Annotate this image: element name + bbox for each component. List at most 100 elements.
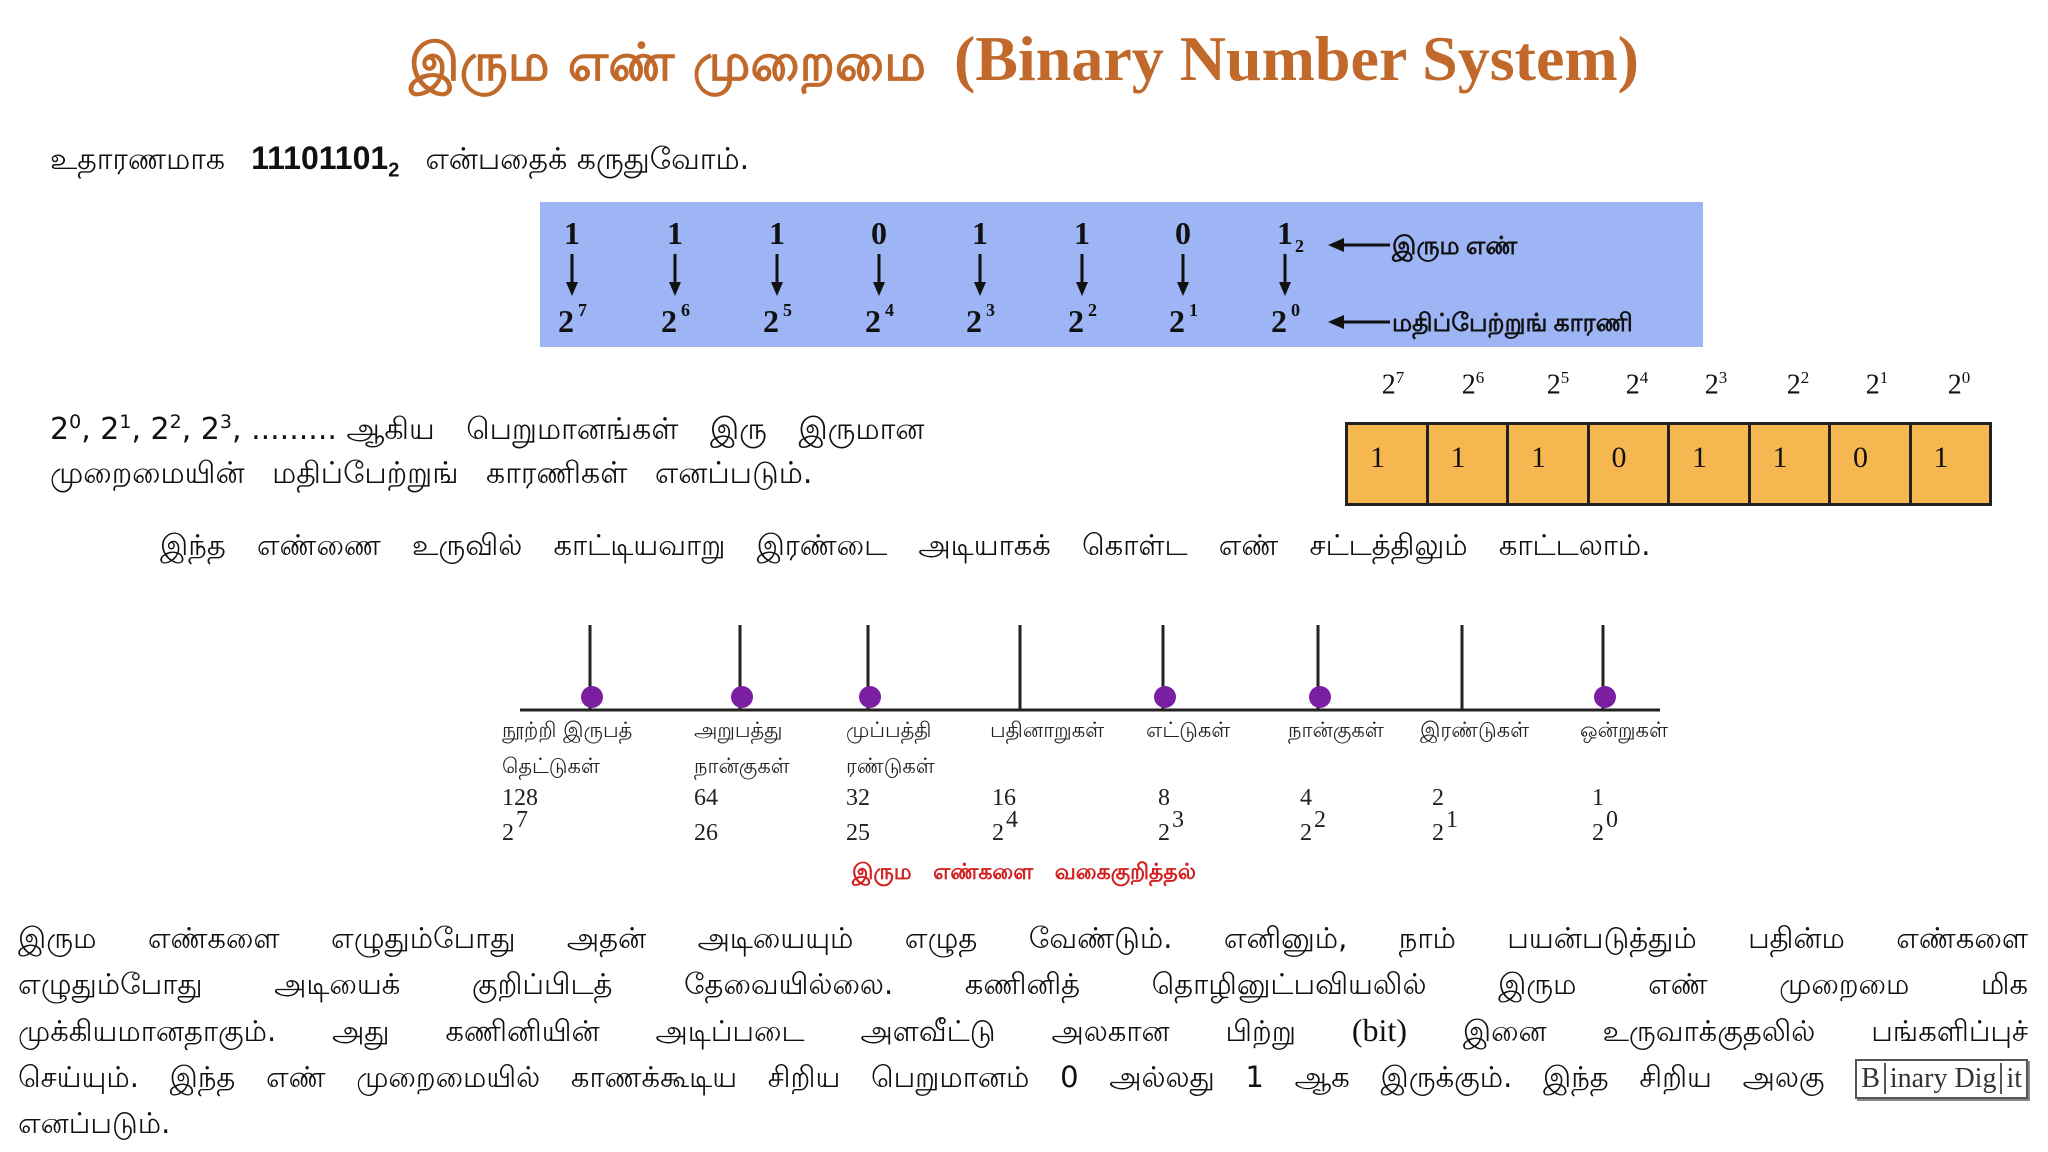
panel-base: 2: [661, 303, 677, 339]
place-value: 32: [846, 785, 870, 811]
powers-line-2: முறைமையின் மதிப்பேற்றுங் காரணிகள் எனப்பட…: [50, 456, 813, 491]
place-header-power: 27: [1381, 368, 1405, 401]
body-paragraph: இரும எண்களை எழுதும்போது அதன் அடியையும் எ…: [18, 915, 2028, 1146]
panel-exponent: 1: [1189, 300, 1198, 320]
bit-cell: 1: [1933, 441, 1949, 474]
place-header-power: 24: [1625, 368, 1649, 401]
logo-part-b: B: [1861, 1063, 1880, 1094]
panel-exponent: 2: [1088, 300, 1097, 320]
chart-intro: இந்த எண்ணை உருவில் காட்டியவாறு இரண்டை அட…: [160, 528, 1651, 562]
place-label: நூற்றி இருபத்: [502, 718, 632, 744]
example-number: 111011012: [251, 140, 399, 181]
bit-cell: 1: [1509, 425, 1590, 503]
place-value: 16: [992, 785, 1016, 811]
panel-exponent: 4: [885, 300, 894, 320]
body-line-3a: முக்கியமானதாகும். அது கணினியின் அடிப்படை…: [18, 1014, 1296, 1048]
panel-base: 2: [1068, 303, 1084, 339]
place-value: 4: [1300, 785, 1312, 811]
bead-marker: [859, 686, 881, 708]
arrow-head-icon: [974, 282, 986, 296]
panel-base: 2: [865, 303, 881, 339]
bit-term: (bit): [1351, 1012, 1407, 1048]
arrow-head-icon: [566, 282, 578, 296]
place-label: இரண்டுகள்: [1420, 718, 1529, 743]
place-header-power: 22: [1786, 368, 1810, 401]
bead-marker: [731, 686, 753, 708]
powers-list: 20, 21, 22, 23,: [50, 411, 252, 447]
bit-cell: 1: [1670, 425, 1751, 503]
place-label: முப்பத்தி: [846, 718, 931, 744]
place-power: 26: [694, 820, 718, 846]
place-power-exponent: 2: [1314, 807, 1326, 833]
powers-line1-rest: ஆகிய பெறுமானங்கள் இரு இருமான: [346, 412, 925, 447]
page-title: இரும எண் முறைமை (Binary Number System): [0, 22, 2048, 100]
place-value: 2: [1432, 785, 1444, 811]
place-label: எட்டுகள்: [1146, 718, 1230, 742]
place-power: 2: [992, 820, 1004, 846]
panel-bit: 1: [667, 215, 683, 251]
place-power-exponent: 4: [1006, 807, 1018, 833]
place-power: 2: [1158, 820, 1170, 846]
place-power-exponent: 3: [1172, 807, 1184, 833]
place-power-exponent: 7: [516, 807, 528, 833]
panel-base: 2: [966, 303, 982, 339]
arrow-head-icon: [1279, 282, 1291, 296]
logo-part-it: it: [2006, 1063, 2022, 1094]
example-suffix: என்பதைக் கருதுவோம்.: [425, 142, 750, 177]
panel-base: 2: [1271, 303, 1287, 339]
place-power: 25: [846, 820, 870, 846]
place-power: 2: [1300, 820, 1312, 846]
title-english: (Binary Number System): [953, 23, 1639, 94]
arrow-head-icon: [1177, 282, 1189, 296]
arrow-head-icon: [1076, 282, 1088, 296]
bit-cell: 1: [1751, 425, 1831, 503]
arrow-head-icon: [771, 282, 783, 296]
panel-exponent: 6: [681, 300, 690, 320]
panel-bit: 1: [769, 215, 785, 251]
panel-base: 2: [558, 303, 574, 339]
bit-cell: 0: [1590, 425, 1670, 503]
number-line-figure: நூற்றி இருபத் தெட்டுகள் 128 2 7 அறுபத்து நான்க…: [480, 605, 1720, 905]
body-line-3: முக்கியமானதாகும். அது கணினியின் அடிப்படை…: [18, 1007, 2028, 1054]
place-table-header: 27 26 25 24 23 22 21 20: [1345, 368, 1995, 408]
panel-exponent: 7: [578, 300, 587, 320]
binary-place-panel: 1 2 7 1 2 6 1 2 5 0 2 4 1 2 3 1 2 2 0 2 1 1 2 2 0 இரும எண் மதிப்பே…: [540, 202, 1703, 347]
place-header-power: 25: [1546, 368, 1570, 401]
title-tamil: இரும எண் முறைமை: [409, 33, 926, 93]
place-header-power: 26: [1461, 368, 1485, 401]
place-factor-label: மதிப்பேற்றுங் காரணி: [1392, 310, 1633, 340]
place-label: பதினாறுகள்: [990, 718, 1104, 744]
place-value: 8: [1158, 785, 1170, 811]
example-prefix: உதாரணமாக: [50, 142, 226, 177]
power-term: 22: [150, 411, 182, 447]
place-power: 2: [1592, 820, 1604, 846]
example-line: உதாரணமாக 111011012 என்பதைக் கருதுவோம்.: [50, 140, 749, 182]
panel-bit-subscript: 2: [1295, 236, 1304, 256]
place-label-2: ரண்டுகள்: [846, 754, 935, 778]
powers-line-1: 20, 21, 22, 23, ......... ஆகிய பெறுமானங்…: [50, 400, 1030, 452]
panel-bit: 1: [564, 215, 580, 251]
panel-bit: 1: [1074, 215, 1090, 251]
panel-exponent: 3: [986, 300, 995, 320]
place-power: 2: [502, 820, 514, 846]
place-header-power: 21: [1865, 368, 1889, 401]
place-power-exponent: 1: [1446, 807, 1458, 833]
bead-marker: [1154, 686, 1176, 708]
place-value: 64: [694, 785, 718, 811]
power-term: 20: [50, 411, 82, 447]
example-number-digits: 11101101: [251, 140, 389, 176]
body-line-1: இரும எண்களை எழுதும்போது அதன் அடியையும் எ…: [18, 921, 2028, 955]
panel-figure: 12 712 612 502 412 312 202 11 22 0இரும எண்மதிப்பே…: [558, 215, 1633, 340]
arrow-head-icon: [873, 282, 885, 296]
body-line-5: எனப்படும்.: [18, 1106, 171, 1140]
power-term: 21: [100, 411, 132, 447]
panel-bit: 1: [1277, 215, 1293, 251]
body-line-2: எழுதும்போது அடியைக் குறிப்பிடத் தேவையில்…: [18, 967, 2028, 1001]
body-line-4: செய்யும். இந்த எண் முறைமையில் காணக்கூடிய…: [18, 1054, 2028, 1100]
bead-marker: [1594, 686, 1616, 708]
place-header-power: 23: [1704, 368, 1728, 401]
power-term: 23: [200, 411, 232, 447]
